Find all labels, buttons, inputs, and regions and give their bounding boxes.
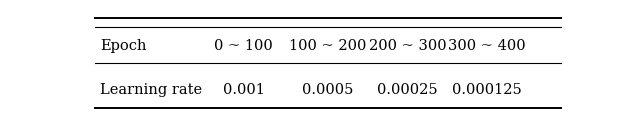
Text: 0.0005: 0.0005 (302, 83, 354, 97)
Text: 0.001: 0.001 (223, 83, 264, 97)
Text: Epoch: Epoch (100, 39, 147, 53)
Text: 0.000125: 0.000125 (452, 83, 522, 97)
Text: 0 ~ 100: 0 ~ 100 (214, 39, 273, 53)
Text: 100 ~ 200: 100 ~ 200 (289, 39, 367, 53)
Text: 300 ~ 400: 300 ~ 400 (448, 39, 525, 53)
Text: 0.00025: 0.00025 (377, 83, 438, 97)
Text: Learning rate: Learning rate (100, 83, 202, 97)
Text: 200 ~ 300: 200 ~ 300 (369, 39, 446, 53)
